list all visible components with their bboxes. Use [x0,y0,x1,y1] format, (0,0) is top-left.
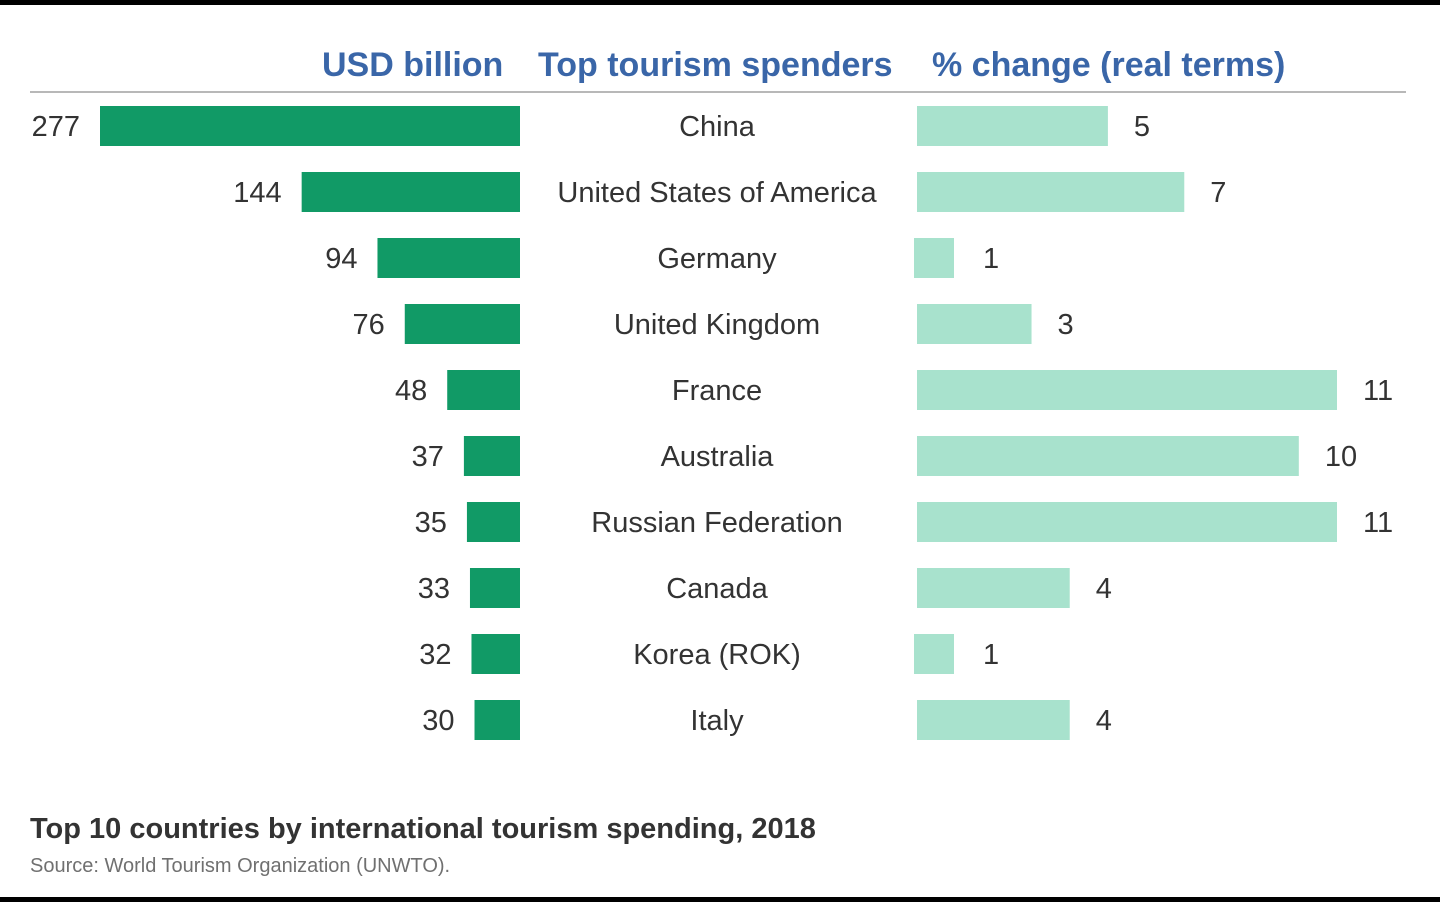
usd-value-label-china: 277 [32,111,80,143]
change-value-label-china: 5 [1134,111,1150,143]
change-value-label-australia: 10 [1325,441,1357,473]
chart-frame: USD billion Top tourism spenders % chang… [0,5,1440,897]
change-value-label-united-states-of-america: 7 [1210,177,1226,209]
change-bar-united-kingdom [917,304,1032,344]
usd-value-label-germany: 94 [325,243,357,275]
country-label-australia: Australia [661,441,775,473]
usd-bar-china [100,106,520,146]
country-label-korea-rok: Korea (ROK) [633,639,801,671]
country-label-united-states-of-america: United States of America [557,177,877,209]
chart-title: Top 10 countries by international touris… [30,813,816,845]
usd-value-label-france: 48 [395,375,427,407]
change-bar-france [917,370,1337,410]
change-bar-united-states-of-america [917,172,1185,212]
chart-source: Source: World Tourism Organization (UNWT… [30,855,451,877]
usd-bar-russian-federation [466,502,520,542]
usd-bar-korea-rok [471,634,520,674]
change-bar-china [917,106,1108,146]
change-value-label-france: 11 [1363,375,1393,407]
usd-bar-france [447,370,520,410]
country-label-france: France [672,375,762,407]
header-percent-change: % change (real terms) [932,46,1286,84]
change-value-label-germany: 1 [983,243,999,275]
change-value-label-united-kingdom: 3 [1058,309,1074,341]
usd-bar-canada [469,568,520,608]
header-usd-billion: USD billion [322,46,504,84]
change-bar-korea-rok [914,634,954,674]
change-bar-russian-federation [917,502,1337,542]
country-label-italy: Italy [690,705,744,737]
usd-bar-united-states-of-america [301,172,520,212]
change-value-label-canada: 4 [1096,573,1112,605]
usd-bar-australia [463,436,520,476]
country-label-russian-federation: Russian Federation [591,507,842,539]
country-label-canada: Canada [666,573,768,605]
usd-value-label-canada: 33 [418,573,450,605]
usd-bar-united-kingdom [404,304,520,344]
change-value-label-russian-federation: 11 [1363,507,1393,539]
usd-value-label-united-states-of-america: 144 [233,177,281,209]
usd-value-label-italy: 30 [422,705,454,737]
country-label-china: China [679,111,756,143]
header-divider [30,91,1406,93]
country-label-united-kingdom: United Kingdom [614,309,820,341]
change-bar-australia [917,436,1299,476]
usd-bar-germany [377,238,520,278]
usd-value-label-united-kingdom: 76 [352,309,384,341]
country-label-germany: Germany [657,243,777,275]
usd-bar-italy [474,700,520,740]
change-bar-canada [917,568,1070,608]
usd-value-label-australia: 37 [412,441,444,473]
change-bar-germany [914,238,954,278]
header-top-tourism-spenders: Top tourism spenders [538,46,893,84]
change-value-label-korea-rok: 1 [983,639,999,671]
change-bar-italy [917,700,1070,740]
usd-value-label-korea-rok: 32 [419,639,451,671]
change-value-label-italy: 4 [1096,705,1112,737]
usd-value-label-russian-federation: 35 [415,507,447,539]
